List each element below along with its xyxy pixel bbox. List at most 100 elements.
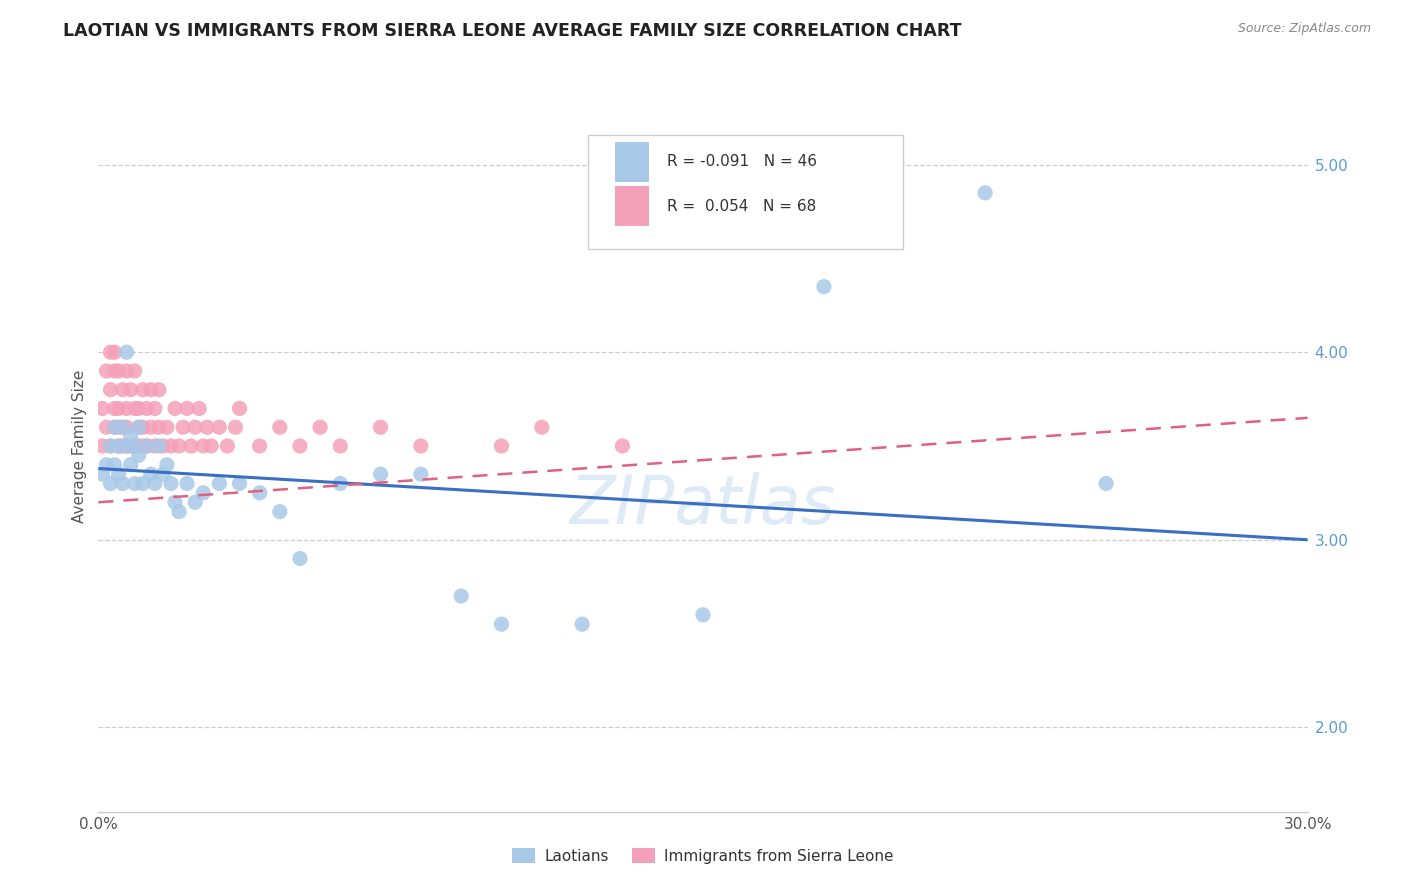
Point: [156, 420, 179, 434]
Point: [143, 401, 166, 416]
Point: [135, 439, 157, 453]
Point: [115, 345, 138, 359]
Point: [91, 439, 114, 453]
Point: [96, 458, 118, 472]
Point: [309, 420, 332, 434]
Point: [91, 467, 114, 482]
Point: [103, 364, 125, 378]
FancyBboxPatch shape: [614, 186, 648, 227]
Point: [103, 345, 125, 359]
Point: [195, 420, 218, 434]
Point: [100, 476, 122, 491]
Point: [208, 420, 231, 434]
Point: [184, 495, 207, 509]
Point: [370, 467, 392, 482]
Point: [163, 495, 186, 509]
Point: [107, 420, 129, 434]
Point: [128, 420, 150, 434]
Point: [167, 505, 190, 519]
Legend: Laotians, Immigrants from Sierra Leone: Laotians, Immigrants from Sierra Leone: [506, 842, 900, 870]
Point: [91, 401, 114, 416]
Point: [107, 439, 129, 453]
Point: [139, 467, 162, 482]
Point: [135, 401, 157, 416]
Point: [103, 401, 125, 416]
Point: [124, 476, 146, 491]
FancyBboxPatch shape: [614, 142, 648, 182]
Point: [193, 486, 215, 500]
Point: [152, 439, 174, 453]
Point: [107, 467, 129, 482]
Point: [156, 458, 179, 472]
Point: [132, 420, 155, 434]
Point: [228, 476, 250, 491]
Text: R =  0.054   N = 68: R = 0.054 N = 68: [666, 199, 815, 214]
Point: [115, 401, 138, 416]
Point: [128, 420, 150, 434]
Point: [288, 439, 311, 453]
Point: [1095, 476, 1118, 491]
Point: [176, 476, 198, 491]
Point: [139, 420, 162, 434]
Point: [107, 401, 129, 416]
Point: [128, 401, 150, 416]
Point: [160, 476, 183, 491]
Point: [124, 439, 146, 453]
Point: [163, 401, 186, 416]
Point: [491, 439, 513, 453]
Text: LAOTIAN VS IMMIGRANTS FROM SIERRA LEONE AVERAGE FAMILY SIZE CORRELATION CHART: LAOTIAN VS IMMIGRANTS FROM SIERRA LEONE …: [63, 22, 962, 40]
Point: [135, 439, 157, 453]
Point: [409, 467, 432, 482]
Point: [132, 383, 155, 397]
Point: [128, 449, 150, 463]
Point: [120, 383, 142, 397]
Point: [208, 476, 231, 491]
Point: [329, 439, 352, 453]
Point: [450, 589, 472, 603]
Point: [115, 364, 138, 378]
Point: [176, 401, 198, 416]
Point: [96, 420, 118, 434]
Point: [132, 476, 155, 491]
Point: [329, 476, 352, 491]
Point: [188, 401, 211, 416]
Point: [124, 439, 146, 453]
Point: [111, 383, 134, 397]
Point: [152, 467, 174, 482]
Point: [692, 607, 714, 622]
FancyBboxPatch shape: [588, 135, 903, 249]
Point: [120, 429, 142, 443]
Point: [107, 439, 129, 453]
Point: [813, 279, 835, 293]
Point: [612, 439, 634, 453]
Point: [111, 439, 134, 453]
Point: [148, 383, 170, 397]
Point: [167, 439, 190, 453]
Point: [172, 420, 194, 434]
Point: [100, 439, 122, 453]
Point: [107, 364, 129, 378]
Point: [288, 551, 311, 566]
Point: [139, 383, 162, 397]
Point: [103, 420, 125, 434]
Y-axis label: Average Family Size: Average Family Size: [72, 369, 87, 523]
Point: [217, 439, 239, 453]
Point: [491, 617, 513, 632]
Point: [111, 420, 134, 434]
Point: [115, 420, 138, 434]
Point: [249, 439, 271, 453]
Point: [120, 439, 142, 453]
Point: [193, 439, 215, 453]
Point: [124, 364, 146, 378]
Text: ZIPatlas: ZIPatlas: [569, 472, 837, 538]
Point: [409, 439, 432, 453]
Point: [100, 345, 122, 359]
Point: [115, 439, 138, 453]
Point: [200, 439, 222, 453]
Point: [228, 401, 250, 416]
Point: [115, 439, 138, 453]
Point: [128, 439, 150, 453]
Point: [224, 420, 246, 434]
Point: [100, 439, 122, 453]
Text: Source: ZipAtlas.com: Source: ZipAtlas.com: [1237, 22, 1371, 36]
